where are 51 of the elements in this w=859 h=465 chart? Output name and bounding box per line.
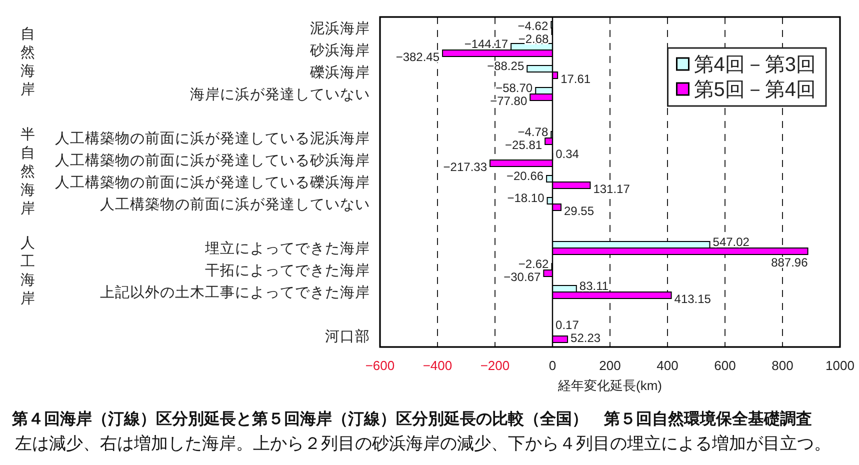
text: 第４回海岸（汀線）区分別延長と第５回海岸（汀線）区分別延長の比較（全国） 第５回自然環境保全基礎調査 [11,409,812,428]
data-label: 0.34 [556,147,580,161]
x-tick-label: 600 [714,358,736,373]
data-label: −18.10 [507,191,545,205]
data-label: −20.66 [506,169,544,183]
y-tick-label: 上記以外の土木工事によってできた海岸 [100,284,370,301]
data-label: −144.17 [464,37,508,51]
y-tick-label: 人工構築物の前面に浜が発達している礫浜海岸 [55,174,370,191]
data-label: −2.62 [518,257,550,271]
data-label: 887.96 [771,256,808,270]
legend-label: 第4回－第3回 [694,54,816,76]
data-label: −58.70 [496,81,533,95]
x-tick-label: 400 [656,358,678,373]
data-label: 0.17 [556,318,580,332]
text: 左は減少、右は増加した海岸。上から２列目の砂浜海岸の減少、下から４列目の埋立による増加が目立つ。 [15,434,831,453]
y-tick-label: 河口部 [325,328,370,345]
y-tick-label: 干拓によってできた海岸 [205,262,370,279]
x-axis-title: 経年変化延長(km) [557,378,662,393]
data-label: −2.68 [518,32,550,46]
x-tick-label: −200 [480,358,510,373]
data-label: 52.23 [570,331,601,345]
x-tick-label: 0 [548,358,556,373]
y-tick-label: 泥浜海岸 [310,20,370,37]
x-tick-label: 1000 [826,358,854,373]
legend-label: 第5回－第4回 [694,79,816,101]
x-tick-label: −600 [365,358,395,373]
y-tick-label: 砂浜海岸 [309,42,370,59]
data-label: −4.62 [518,19,548,33]
y-tick-label: 人工構築物の前面に浜が発達している砂浜海岸 [55,152,370,169]
y-tick-label: 人工構築物の前面に浜が発達している泥浜海岸 [55,130,370,147]
data-label: 29.55 [564,204,594,218]
data-label: 413.15 [674,292,712,306]
y-tick-label: 人工構築物の前面に浜が発達していない [100,196,370,213]
data-label: −4.78 [518,125,548,139]
x-tick-label: 200 [599,358,621,373]
text: 半自然海岸 [20,126,36,217]
data-label: −77.80 [490,94,528,108]
data-label: −30.67 [504,270,541,284]
y-tick-label: 埋立によってできた海岸 [204,240,370,257]
data-label: −88.25 [487,59,524,73]
text: 人工海岸 [20,235,36,307]
data-label: −382.45 [396,50,440,64]
data-label: 17.61 [560,72,591,86]
y-tick-label: 海岸に浜が発達していない [190,86,370,103]
x-tick-label: 800 [772,358,794,373]
data-label: 83.11 [579,279,609,293]
data-label: −25.81 [505,138,542,152]
text: 自然海岸 [20,25,36,98]
data-label: −217.33 [443,160,488,174]
y-tick-label: 礫浜海岸 [309,64,370,81]
x-tick-label: −400 [422,358,452,373]
